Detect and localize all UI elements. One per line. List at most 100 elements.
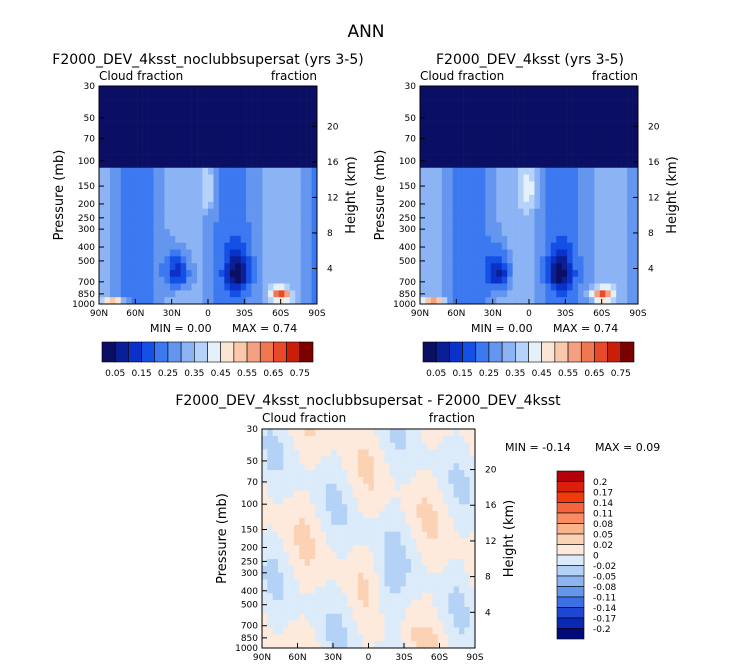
contour-cell [229, 133, 236, 141]
contour-cell [208, 99, 214, 107]
contour-cell [246, 167, 252, 175]
contour-cell [420, 283, 426, 291]
contour-cell [306, 249, 312, 257]
contour-cell [523, 99, 530, 107]
contour-cell [341, 449, 348, 457]
contour-cell [104, 235, 111, 243]
contour-cell [578, 147, 584, 155]
contour-cell [610, 208, 617, 216]
contour-cell [175, 242, 182, 250]
contour-cell [336, 483, 343, 491]
contour-cell [490, 167, 497, 175]
contour-cell [164, 195, 171, 203]
contour-cell [523, 208, 530, 216]
contour-cell [453, 504, 460, 512]
contour-cell [288, 511, 295, 519]
contour-cell [485, 120, 492, 128]
contour-cell [561, 201, 568, 209]
contour-cell [588, 283, 595, 291]
min-stat: MIN = 0.00 [150, 322, 212, 335]
colorbar-swatch [541, 341, 556, 363]
contour-cell [567, 140, 573, 148]
contour-cell [357, 504, 364, 512]
contour-cell [490, 133, 497, 141]
contour-cell [224, 276, 231, 284]
contour-cell [616, 160, 622, 169]
contour-cell [384, 524, 391, 532]
contour-cell [447, 242, 453, 250]
contour-cell [158, 263, 165, 271]
contour-cell [224, 160, 231, 169]
contour-cell [485, 174, 492, 182]
contour-cell [599, 269, 606, 278]
contour-cell [288, 593, 295, 601]
contour-cell [272, 613, 279, 621]
contour-cell [464, 517, 470, 526]
contour-cell [180, 263, 187, 271]
contour-cell [99, 147, 105, 155]
contour-cell [610, 113, 617, 121]
contour-cell [315, 463, 321, 471]
contour-cell [202, 188, 209, 196]
contour-cell [257, 249, 263, 257]
contour-cell [315, 572, 321, 580]
contour-cell [341, 429, 348, 437]
contour-cell [115, 181, 122, 189]
contour-cell [436, 276, 443, 284]
contour-cell [443, 490, 449, 498]
contour-cell [545, 222, 552, 230]
contour-cell [578, 195, 584, 203]
contour-cell [341, 531, 348, 539]
contour-cell [262, 283, 269, 291]
contour-cell [594, 126, 601, 134]
contour-cell [202, 269, 209, 278]
contour-cell [213, 188, 220, 196]
contour-cell [627, 106, 633, 114]
contour-cell [336, 559, 343, 567]
contour-cell [142, 263, 149, 271]
contour-cell [257, 269, 263, 278]
contour-cell [447, 92, 453, 100]
contour-cell [251, 92, 258, 100]
contour-cell [588, 249, 595, 257]
contour-cell [556, 113, 562, 121]
contour-cell [452, 92, 459, 100]
contour-cell [224, 181, 231, 189]
contour-cell [289, 256, 296, 264]
contour-cell [315, 634, 321, 642]
contour-cell [137, 181, 143, 189]
contour-cell [137, 147, 143, 155]
contour-cell [320, 517, 327, 526]
contour-cell [384, 545, 391, 553]
y-tick-label: 50 [405, 114, 417, 124]
contour-cell [99, 126, 105, 134]
contour-cell [523, 181, 530, 189]
y2-tick-label: 8 [485, 573, 491, 583]
contour-cell [186, 133, 192, 141]
contour-cell [583, 269, 590, 278]
contour-cell [545, 86, 552, 94]
contour-cell [416, 586, 423, 594]
contour-cell [137, 242, 143, 250]
contour-cell [469, 256, 475, 264]
contour-cell [621, 263, 628, 271]
contour-cell [115, 297, 122, 305]
contour-cell [485, 276, 492, 284]
contour-cell [512, 113, 519, 121]
contour-cell [257, 242, 263, 250]
contour-cell [169, 86, 176, 94]
contour-cell [304, 524, 311, 532]
contour-cell [572, 208, 579, 216]
contour-cell [306, 283, 312, 291]
contour-cell [191, 297, 198, 305]
contour-cell [501, 215, 508, 223]
contour-cell [284, 215, 291, 223]
contour-cell [197, 140, 203, 148]
contour-cell [610, 99, 617, 107]
contour-cell [131, 133, 138, 141]
contour-cell [464, 511, 470, 519]
contour-cell [627, 120, 633, 128]
contour-cell [550, 140, 557, 148]
contour-cell [208, 276, 214, 284]
contour-cell [309, 620, 316, 628]
